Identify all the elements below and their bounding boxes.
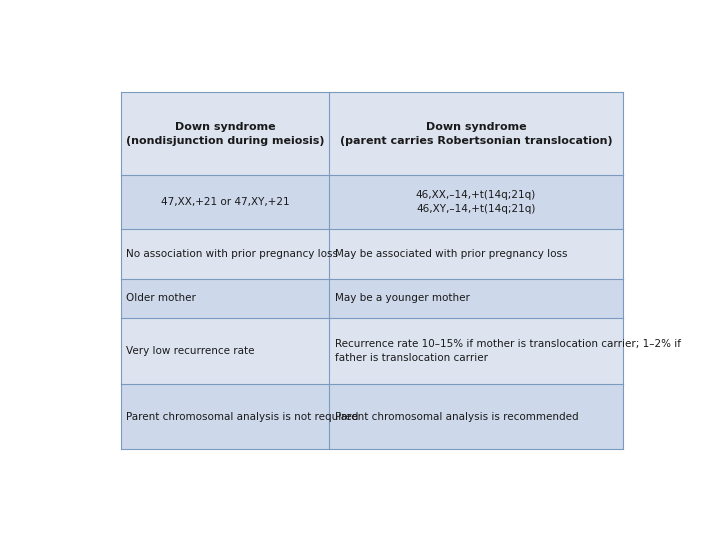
Bar [121,318,329,384]
Text: No association with prior pregnancy loss: No association with prior pregnancy loss [126,249,338,259]
Text: Parent chromosomal analysis is not required: Parent chromosomal analysis is not requi… [126,411,359,422]
Bar [329,279,623,318]
Bar [329,176,623,229]
Text: Very low recurrence rate: Very low recurrence rate [126,346,255,356]
Text: Parent chromosomal analysis is recommended: Parent chromosomal analysis is recommend… [335,411,578,422]
Text: Down syndrome
(nondisjunction during meiosis): Down syndrome (nondisjunction during mei… [126,122,324,146]
Bar [121,229,329,279]
Text: Older mother: Older mother [126,293,196,303]
Bar [121,176,329,229]
Text: Recurrence rate 10–15% if mother is translocation carrier; 1–2% if
father is tra: Recurrence rate 10–15% if mother is tran… [335,339,680,363]
Bar [329,92,623,176]
Bar [329,229,623,279]
Bar [121,279,329,318]
Bar [121,92,329,176]
Text: May be a younger mother: May be a younger mother [335,293,469,303]
Text: 46,XX,–14,+t(14q;21q)
46,XY,–14,+t(14q;21q): 46,XX,–14,+t(14q;21q) 46,XY,–14,+t(14q;2… [416,190,536,214]
Text: May be associated with prior pregnancy loss: May be associated with prior pregnancy l… [335,249,567,259]
Bar [329,384,623,449]
Bar [329,318,623,384]
Text: Down syndrome
(parent carries Robertsonian translocation): Down syndrome (parent carries Robertsoni… [340,122,612,146]
Bar [121,384,329,449]
Text: 47,XX,+21 or 47,XY,+21: 47,XX,+21 or 47,XY,+21 [161,197,289,207]
